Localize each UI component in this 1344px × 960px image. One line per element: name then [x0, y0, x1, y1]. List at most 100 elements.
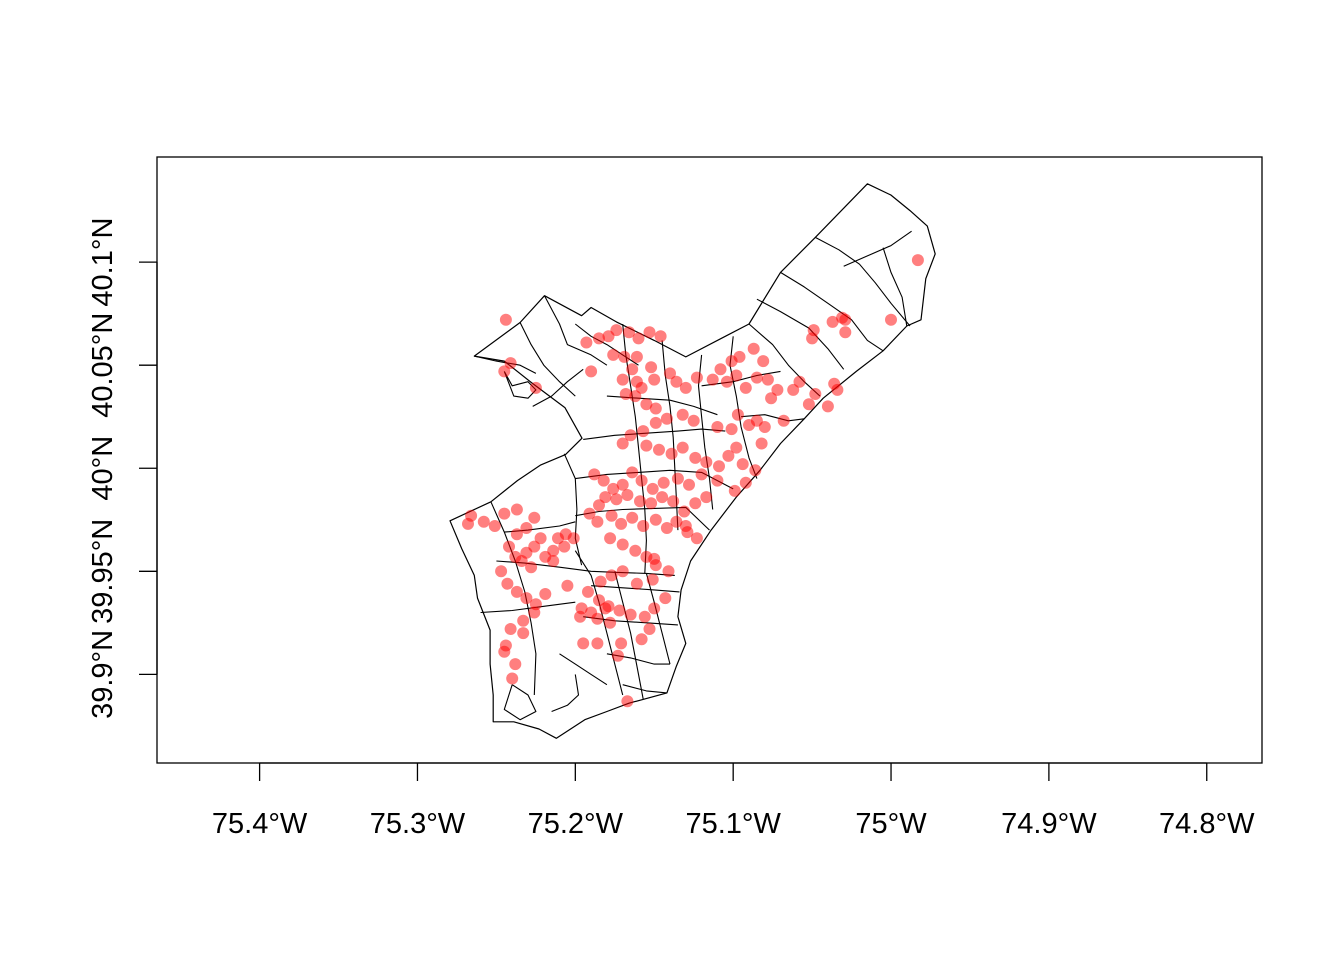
incident-point — [599, 491, 612, 504]
incident-point — [630, 350, 643, 363]
incident-point — [660, 522, 673, 534]
incident-point — [610, 493, 623, 506]
incident-point — [711, 421, 724, 433]
incident-point — [517, 627, 530, 640]
incident-point — [678, 505, 691, 518]
incident-point — [599, 602, 612, 615]
incident-point — [618, 350, 631, 363]
district-boundary-3 — [480, 601, 576, 614]
incident-point — [616, 437, 629, 450]
district-boundary-29 — [532, 368, 584, 407]
incident-point — [667, 495, 680, 508]
incident-point — [839, 313, 852, 326]
incident-point — [911, 254, 924, 267]
x-tick-label: 74.9°W — [1001, 808, 1097, 840]
incident-point — [520, 522, 533, 534]
x-tick-label: 75.2°W — [528, 808, 624, 840]
incident-point — [529, 381, 542, 394]
incident-point — [591, 637, 604, 650]
district-boundary-34 — [503, 684, 537, 721]
incident-point — [591, 612, 604, 625]
incident-point — [793, 375, 806, 388]
incident-point — [679, 381, 692, 394]
incident-point — [597, 474, 610, 487]
incident-point — [621, 695, 634, 708]
incident-point — [730, 441, 743, 454]
incident-point — [593, 499, 605, 512]
incident-point — [506, 672, 519, 685]
incident-point — [632, 332, 645, 345]
incident-point — [613, 604, 626, 617]
y-tick-label: 40°N — [87, 436, 119, 501]
district-boundary-22 — [780, 271, 884, 352]
incident-point — [504, 357, 517, 370]
incident-point — [626, 466, 639, 479]
incident-point — [657, 476, 670, 489]
incident-point — [477, 515, 490, 528]
incident-point — [607, 348, 620, 361]
incident-point — [623, 326, 635, 339]
incident-point — [787, 383, 800, 396]
incident-point — [662, 565, 675, 578]
incident-point — [629, 544, 642, 557]
incident-point — [749, 464, 762, 477]
district-boundary-7 — [645, 573, 671, 665]
incident-point — [588, 468, 601, 481]
incident-point — [504, 623, 517, 635]
incident-point — [714, 363, 727, 376]
district-boundary-24 — [843, 230, 912, 267]
incident-point — [637, 425, 650, 438]
incident-point — [615, 517, 628, 530]
incident-point — [653, 443, 665, 456]
incident-point — [582, 585, 594, 598]
incident-point — [700, 456, 713, 469]
x-tick-label: 74.8°W — [1159, 808, 1255, 840]
x-tick-label: 75.1°W — [685, 808, 781, 840]
district-boundary-6 — [614, 571, 644, 700]
incident-point — [640, 439, 653, 452]
incident-point — [713, 460, 725, 473]
incident-point — [534, 532, 547, 545]
incident-point — [499, 313, 512, 326]
district-boundary-33 — [551, 674, 580, 713]
incident-point — [611, 649, 624, 662]
district-boundary-26 — [519, 322, 576, 397]
incident-point — [593, 594, 605, 607]
incident-point — [626, 511, 639, 524]
incident-point — [676, 441, 689, 454]
incident-point — [509, 550, 522, 563]
incident-point — [610, 324, 623, 337]
incident-point — [664, 367, 676, 380]
incident-point — [577, 637, 590, 650]
y-tick-label: 39.9°N — [87, 630, 119, 719]
district-boundary-20 — [748, 323, 821, 397]
incident-point — [648, 373, 661, 386]
incident-point — [750, 371, 763, 384]
incident-point — [690, 532, 703, 545]
incident-point — [802, 398, 815, 411]
incident-point — [495, 565, 508, 578]
incident-point — [649, 513, 662, 526]
incident-point — [626, 363, 639, 376]
x-tick-label: 75°W — [855, 808, 927, 840]
incident-point — [839, 326, 852, 339]
incident-point — [575, 602, 588, 615]
incident-point — [761, 373, 774, 386]
incident-point — [604, 532, 617, 545]
district-boundary-4 — [563, 453, 583, 566]
incident-point — [646, 573, 659, 586]
incident-point — [630, 577, 643, 590]
incident-point — [616, 373, 629, 386]
incident-point — [646, 482, 659, 495]
incident-point — [580, 336, 593, 349]
incident-point — [648, 552, 661, 565]
incident-point — [624, 608, 637, 621]
incident-point — [539, 588, 552, 600]
incident-point — [826, 315, 839, 328]
x-tick-label: 75.4°W — [212, 808, 308, 840]
incident-point — [498, 365, 511, 378]
district-boundary-18 — [701, 370, 781, 387]
incident-point — [687, 414, 700, 427]
incident-point — [501, 577, 514, 590]
x-tick-label: 75.3°W — [370, 808, 466, 840]
